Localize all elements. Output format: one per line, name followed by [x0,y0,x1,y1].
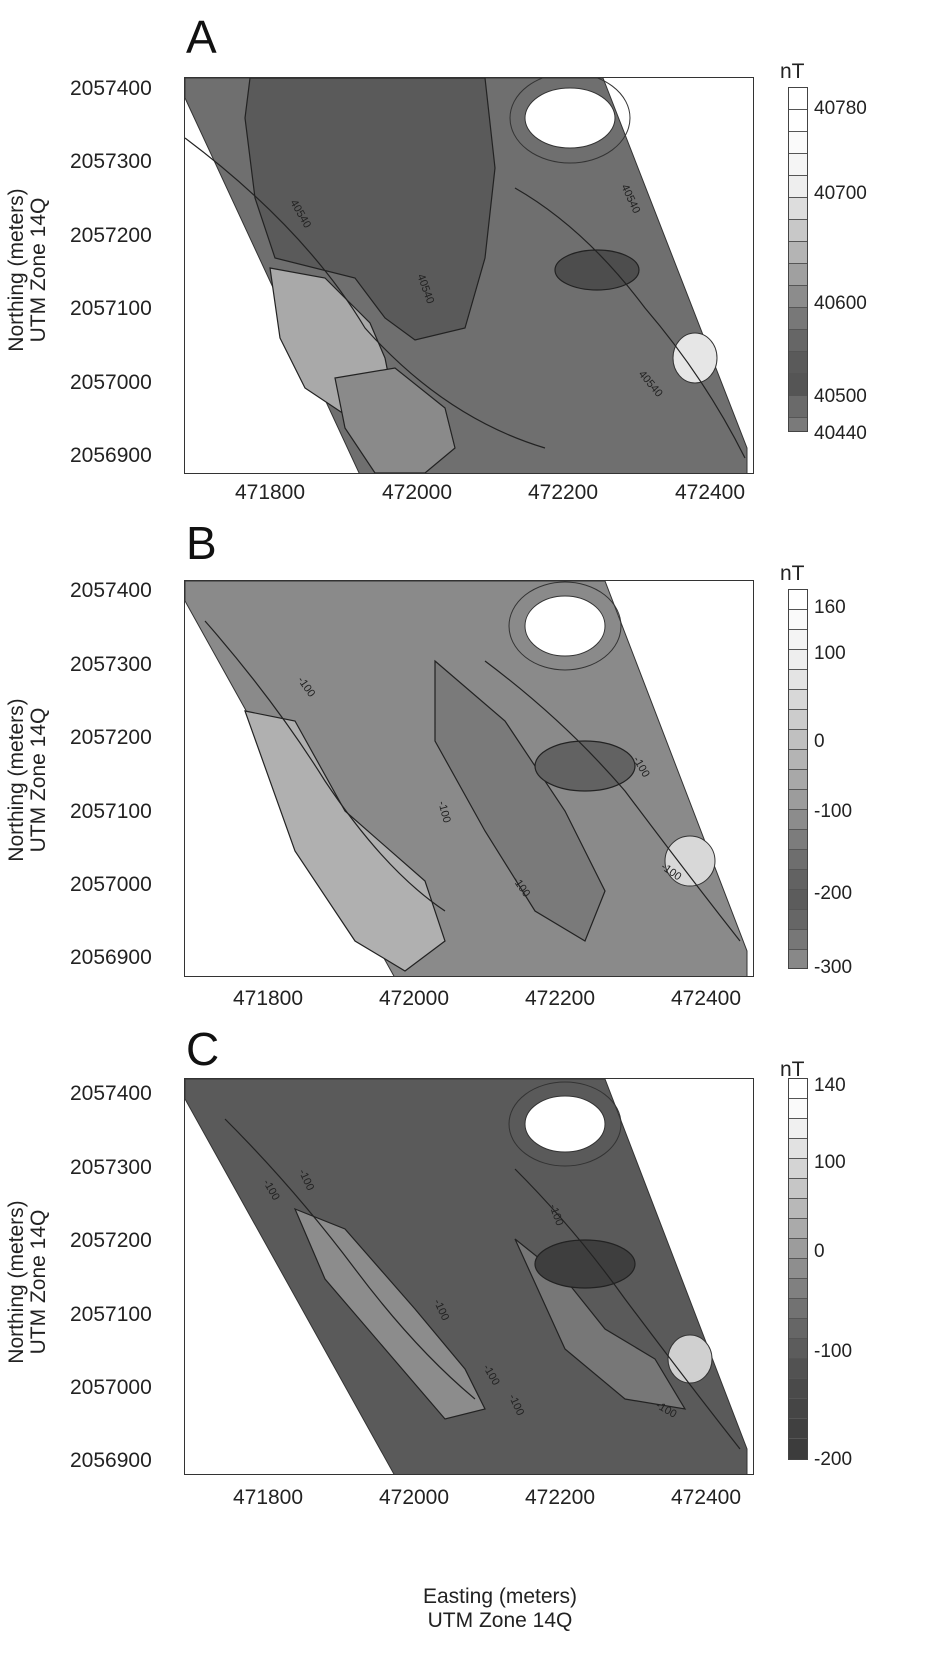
x-tick-label: 472200 [524,987,596,1010]
magnetic-map-plot: -100 -100 -100 -100 -100 -100 -100 [184,1078,754,1475]
y-tick-label: 2057000 [70,371,152,394]
y-tick-label: 2057300 [70,1156,152,1179]
colorbar-tick: -300 [814,957,853,978]
contour-map [185,78,748,473]
magnetic-map-plot: -100 -100 -100 -100 -100 [184,580,754,977]
anomaly-low-east [534,740,636,792]
contour-line [224,1118,476,1400]
y-axis-label-line2: UTM Zone 14Q [27,197,50,343]
colorbar-tick: 160 [814,597,846,618]
y-tick-label: 2056900 [70,1449,152,1472]
x-axis-label-line2: UTM Zone 14Q [427,1609,573,1632]
y-tick-label: 2057400 [70,77,152,100]
magnetic-map-plot: 40540 40540 40540 40540 [184,77,754,474]
y-tick-label: 2057000 [70,1376,152,1399]
anomaly-high-north [524,595,606,657]
y-axis-label: Northing (meters) UTM Zone 14Q [5,1200,50,1432]
anomaly-high-north [524,1095,606,1153]
anomaly-contour-ring [509,78,631,164]
contour-region-mid [334,367,456,473]
x-tick-label: 472400 [674,481,746,504]
colorbar-tick: 0 [814,1241,825,1262]
anomaly-high-east [667,1334,713,1384]
anomaly-low-east [534,1239,636,1289]
survey-area [185,1079,748,1474]
x-tick-label: 472400 [670,987,742,1010]
x-tick-label: 472000 [381,481,453,504]
y-tick-label: 2056900 [70,946,152,969]
x-tick-label: 472200 [527,481,599,504]
anomaly-high-east [672,332,718,384]
y-tick-label: 2057300 [70,653,152,676]
colorbar-unit: nT [780,1058,805,1081]
y-tick-label: 2056900 [70,444,152,467]
panel-letter: B [186,517,217,569]
colorbar [788,87,808,432]
anomaly-low-east [554,249,640,291]
x-tick-label: 472000 [378,1486,450,1509]
y-axis-label-line2: UTM Zone 14Q [27,707,50,853]
anomaly-high-east [664,835,716,887]
colorbar-unit: nT [780,562,805,585]
y-tick-label: 2057200 [70,1229,152,1252]
anomaly-contour-ring [508,581,622,671]
y-tick-label: 2057300 [70,150,152,173]
colorbar-tick: 40440 [814,423,867,444]
y-axis-label-line2: UTM Zone 14Q [27,1209,50,1355]
colorbar-tick: 40780 [814,98,867,119]
colorbar-tick: 40700 [814,183,867,204]
y-axis-label-line1: Northing (meters) [5,1200,28,1364]
contour-region-light [244,710,446,972]
colorbar-unit: nT [780,60,805,83]
colorbar-tick: 40600 [814,293,867,314]
colorbar-tick: 100 [814,643,846,664]
x-axis-label-line1: Easting (meters) [422,1585,578,1608]
y-tick-label: 2057100 [70,800,152,823]
x-tick-label: 471800 [234,481,306,504]
x-tick-label: 471800 [232,987,304,1010]
contour-line [514,187,746,459]
anomaly-high-north [524,87,616,149]
x-tick-label: 472200 [524,1486,596,1509]
y-tick-label: 2057200 [70,224,152,247]
colorbar-tick: -100 [814,1341,853,1362]
contour-line [204,620,446,912]
contour-region-dark [434,659,606,942]
contour-map [185,1079,748,1474]
y-tick-label: 2057400 [70,1082,152,1105]
y-tick-label: 2057100 [70,1303,152,1326]
y-tick-label: 2057200 [70,726,152,749]
panel-letter: C [186,1023,220,1075]
y-axis-label-line1: Northing (meters) [5,698,28,862]
contour-map [185,581,748,976]
y-axis-label: Northing (meters) UTM Zone 14Q [5,698,50,930]
y-axis-label: Northing (meters) UTM Zone 14Q [5,188,50,420]
x-tick-label: 472400 [670,1486,742,1509]
colorbar [788,1078,808,1460]
y-tick-label: 2057400 [70,579,152,602]
colorbar [788,589,808,969]
x-tick-label: 472000 [378,987,450,1010]
colorbar-tick: -200 [814,1449,853,1470]
colorbar-tick: -200 [814,883,853,904]
colorbar-tick: -100 [814,801,853,822]
y-tick-label: 2057000 [70,873,152,896]
colorbar-tick: 0 [814,731,825,752]
contour-line [484,660,741,942]
contour-line [185,137,546,449]
colorbar-tick: 140 [814,1075,846,1096]
contour-line [514,1168,741,1450]
colorbar-tick: 100 [814,1152,846,1173]
y-tick-label: 2057100 [70,297,152,320]
x-axis-label: Easting (meters) UTM Zone 14Q [340,1585,660,1633]
contour-region-dark [244,78,496,341]
colorbar-tick: 40500 [814,386,867,407]
anomaly-contour-ring [508,1081,622,1167]
x-tick-label: 471800 [232,1486,304,1509]
panel-letter: A [186,11,217,63]
y-axis-label-line1: Northing (meters) [5,188,28,352]
